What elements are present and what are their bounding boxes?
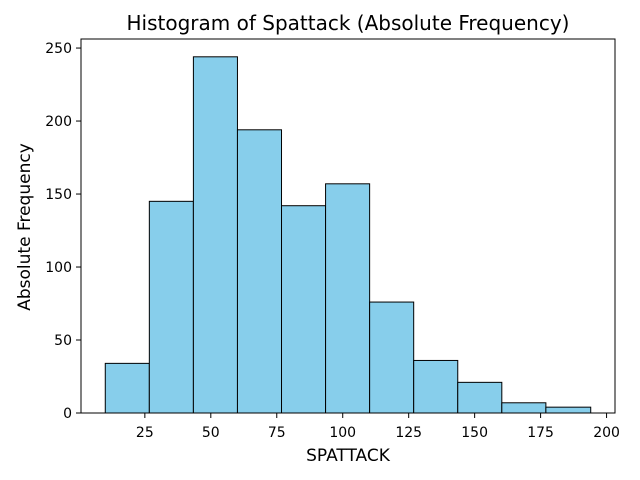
y-axis-ticks: 0 50 100 150 200 250 bbox=[45, 41, 81, 422]
x-tick-label: 125 bbox=[395, 425, 422, 441]
x-tick-label: 175 bbox=[527, 425, 554, 441]
histogram-bar bbox=[325, 183, 371, 414]
x-tick-label: 200 bbox=[593, 425, 620, 441]
chart-title: Histogram of Spattack (Absolute Frequenc… bbox=[127, 11, 570, 35]
histogram-bar bbox=[281, 205, 327, 414]
x-tick-label: 75 bbox=[268, 425, 286, 441]
plot-frame bbox=[80, 38, 616, 414]
y-axis-label: Absolute Frequency bbox=[15, 143, 35, 311]
y-tick-label: 0 bbox=[63, 406, 72, 422]
y-tick-label: 100 bbox=[45, 260, 72, 276]
histogram-bar bbox=[369, 301, 415, 414]
histogram-bar bbox=[148, 200, 194, 414]
x-tick-label: 100 bbox=[329, 425, 356, 441]
x-tick-label: 25 bbox=[136, 425, 154, 441]
x-axis-label: SPATTACK bbox=[306, 446, 391, 466]
histogram-bar bbox=[457, 381, 503, 414]
y-tick-label: 200 bbox=[45, 114, 72, 130]
y-tick-label: 150 bbox=[45, 187, 72, 203]
histogram-bar bbox=[192, 56, 238, 414]
x-axis-ticks: 25 50 75 100 125 150 175 200 bbox=[136, 413, 620, 441]
bars-group bbox=[104, 56, 592, 414]
y-tick-label: 50 bbox=[54, 333, 72, 349]
y-tick-label: 250 bbox=[45, 41, 72, 57]
x-tick-label: 50 bbox=[202, 425, 220, 441]
histogram-bar bbox=[501, 402, 547, 414]
x-tick-label: 150 bbox=[461, 425, 488, 441]
histogram-bar bbox=[104, 362, 150, 414]
histogram-bar bbox=[545, 406, 592, 414]
histogram-bar bbox=[413, 359, 459, 414]
histogram-bar bbox=[236, 129, 283, 414]
